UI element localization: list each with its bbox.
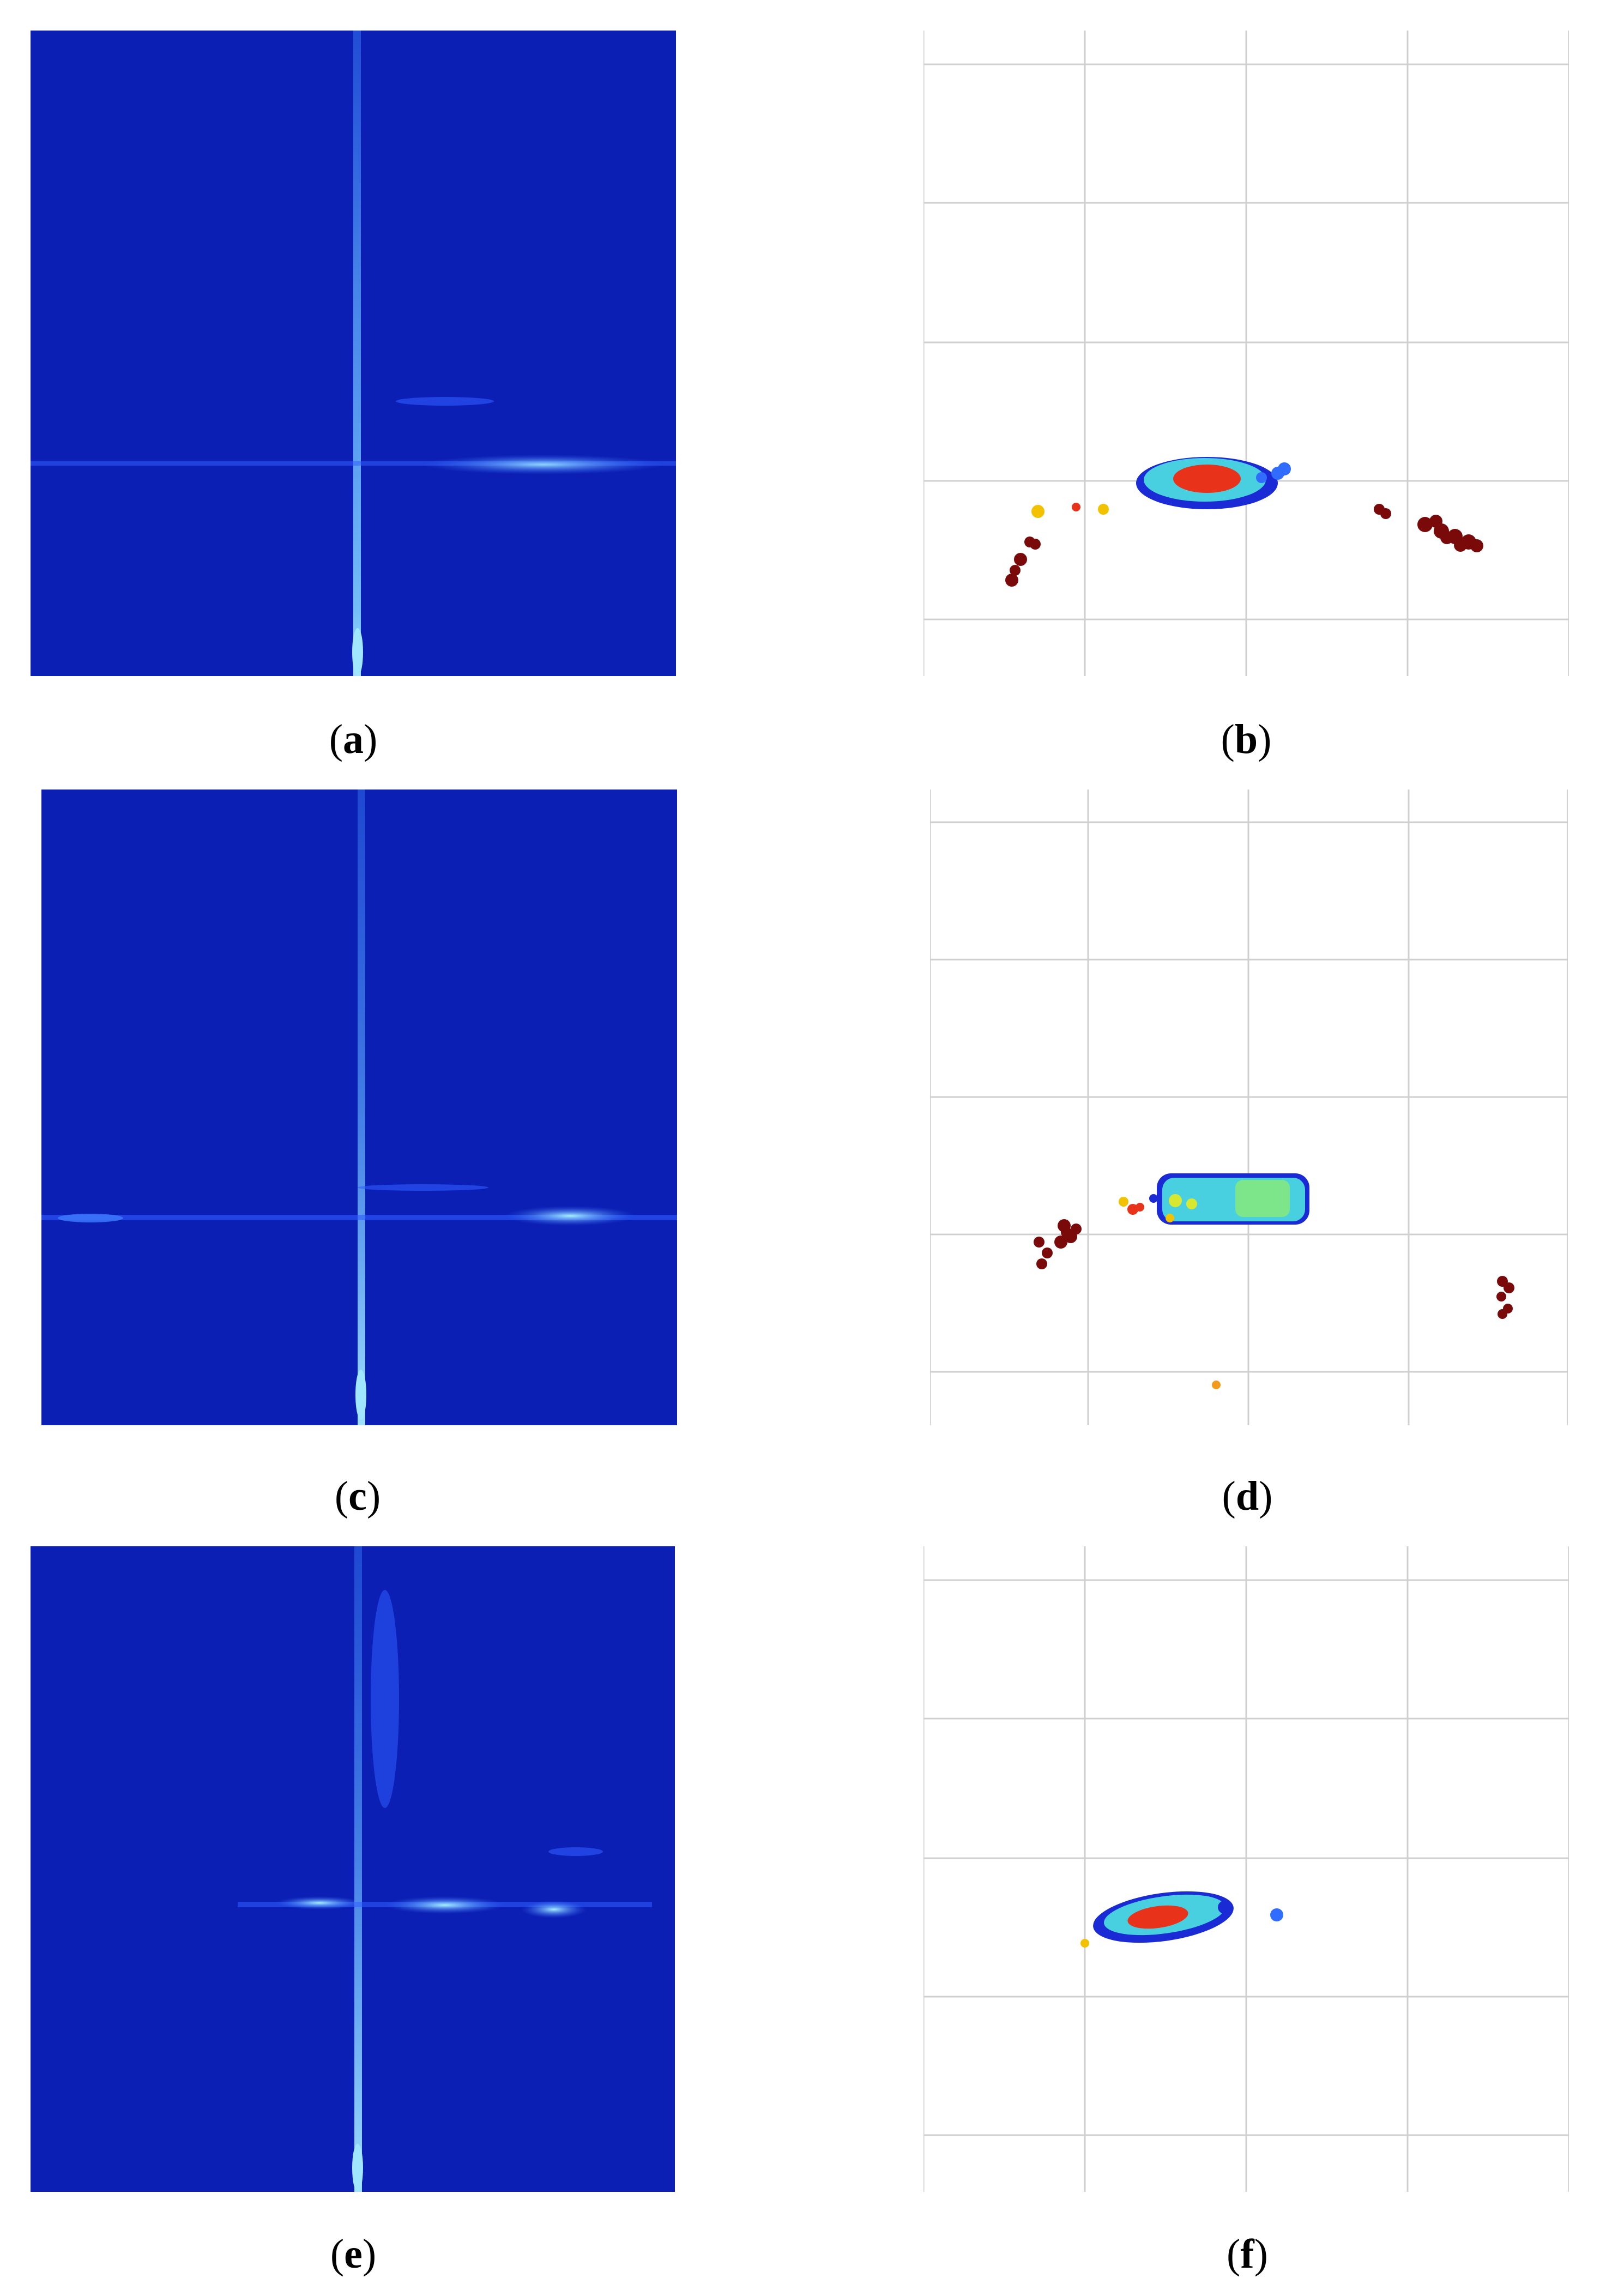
panel-b-plot (923, 31, 1569, 676)
panel-a-heatmap (31, 31, 676, 676)
panel-b-graphic (923, 31, 1569, 676)
caption-a: (a) (329, 716, 378, 762)
panel-a-heatmap-graphic (31, 31, 676, 676)
caption-f: (f) (1227, 2231, 1268, 2277)
caption-e: (e) (330, 2231, 377, 2277)
caption-b: (b) (1221, 716, 1272, 762)
panel-c-heatmap (41, 790, 677, 1425)
panel-d-plot (930, 790, 1568, 1425)
caption-d: (d) (1222, 1473, 1273, 1519)
caption-c: (c) (334, 1473, 381, 1519)
panel-e-heatmap (31, 1546, 675, 2192)
panel-f-graphic (923, 1546, 1569, 2192)
panel-e-heatmap-graphic (31, 1546, 675, 2192)
panel-f-plot (923, 1546, 1569, 2192)
panel-d-graphic (930, 790, 1568, 1425)
panel-c-heatmap-graphic (41, 790, 677, 1425)
